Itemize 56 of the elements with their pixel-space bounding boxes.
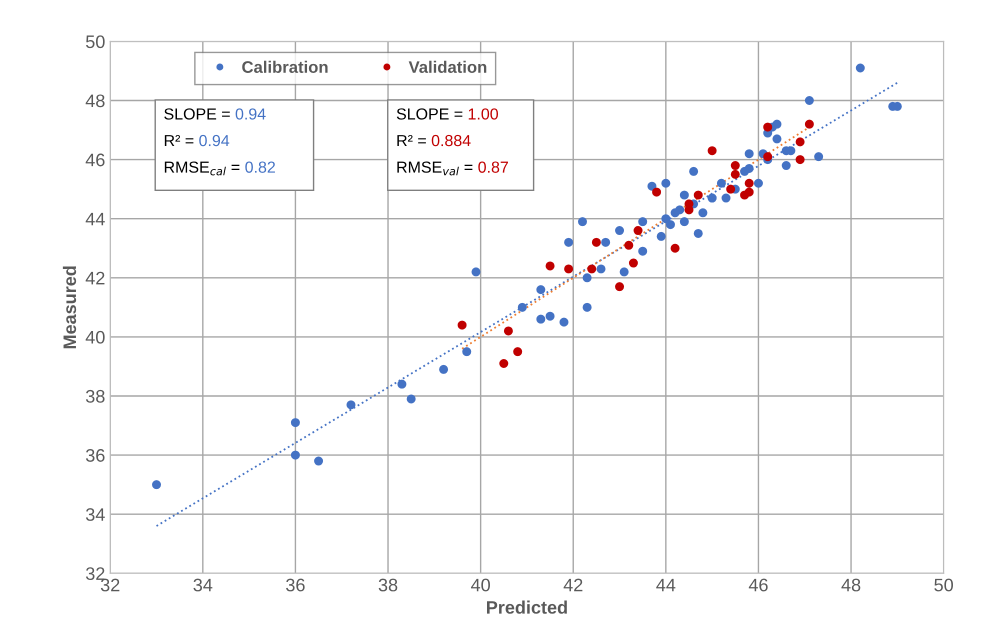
x-axis-title: Predicted (487, 600, 567, 614)
y-tick-label: 34 (86, 508, 105, 521)
point (587, 264, 596, 274)
x-tick-label: 32 (100, 578, 120, 592)
y-tick-label: 32 (86, 567, 104, 580)
point (564, 264, 574, 274)
point (730, 161, 740, 170)
annotation: SLOPE = 0.94 (164, 108, 266, 120)
point (763, 122, 772, 132)
x-tick-label: 50 (934, 578, 953, 592)
point (763, 152, 772, 162)
x-tick-label: 48 (841, 578, 860, 592)
x-tick-label: 38 (378, 578, 398, 592)
point (499, 359, 508, 368)
point (624, 240, 634, 250)
y-tick-label: 44 (86, 212, 105, 226)
point (504, 326, 513, 336)
annotation: SLOPE = 1.00 (396, 108, 498, 120)
point (458, 320, 467, 330)
point (670, 244, 680, 253)
x-tick-label: 40 (471, 578, 490, 592)
point (634, 226, 643, 236)
point (694, 190, 703, 200)
annotation: R² = 0.884 (397, 134, 471, 146)
point (652, 188, 662, 197)
point (513, 347, 522, 356)
legend-label: Validation (408, 60, 486, 73)
annotation: RMSE$_{cal}$ = 0.82 (164, 161, 275, 176)
point (796, 155, 805, 164)
point (744, 178, 754, 188)
x-tick-label: 42 (564, 578, 582, 592)
annotation: R² = 0.94 (164, 134, 230, 146)
point (628, 258, 638, 268)
annotation: RMSE$_{val}$ = 0.87 (397, 161, 508, 176)
point (726, 184, 736, 194)
legend-label: Calibration (242, 60, 328, 73)
point (708, 146, 717, 156)
point (796, 137, 805, 146)
point (615, 282, 624, 292)
x-tick-label: 46 (748, 578, 768, 592)
y-tick-label: 48 (86, 94, 105, 108)
y-tick-label: 46 (86, 154, 105, 166)
y-tick-label: 42 (86, 272, 104, 284)
point (730, 170, 740, 179)
point (546, 261, 555, 270)
x-tick-label: 36 (286, 578, 305, 592)
y-tick-label: 38 (86, 390, 105, 403)
x-tick-label: 44 (656, 578, 676, 592)
y-tick-label: 50 (86, 35, 105, 48)
x-tick-label: 34 (193, 578, 212, 592)
point (592, 238, 601, 247)
y-tick-label: 36 (86, 449, 105, 462)
y-tick-label: 40 (86, 330, 105, 344)
y-axis-title: Measured (62, 266, 76, 348)
point (744, 188, 754, 197)
point (804, 120, 814, 129)
